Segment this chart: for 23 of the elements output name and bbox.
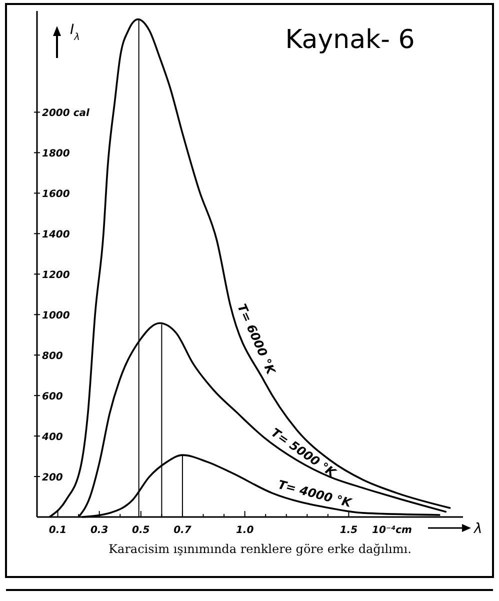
x-tick-label: 0.1 [48,525,67,536]
x-axis-title: 10⁻⁴cm [372,525,412,536]
x-tick-label: 0.7 [174,525,192,536]
text: T= 6000 °K [234,302,279,378]
x-tick-label: 1.5 [340,525,358,536]
y-tick-label: 1600 [42,189,70,200]
y-tick-label: 1200 [42,270,70,282]
y-tick-label: 2000 cal [42,108,90,120]
y-axis-title: I$_{λ}$ [70,22,80,42]
y-tick-label: 400 [41,432,63,444]
y-tick-label: 800 [42,351,63,362]
text: Kaynak- 6 [285,25,415,55]
y-tick-label: 600 [42,392,63,403]
y-tick-label: 1400 [42,230,70,241]
y-tick-label: 1000 [42,310,70,322]
x-tick-label: 0.3 [90,525,108,536]
x-tick-label: 0.5 [132,525,150,536]
y-tick-label: 200 [42,472,63,484]
text: Karacisim ışınımında renklere göre erke dağılımı. [108,542,412,556]
y-tick-label: 1800 [42,148,70,160]
text: λ [473,521,482,537]
text: T= 4000 °K [276,477,354,510]
x-tick-label: 1.0 [236,525,254,536]
